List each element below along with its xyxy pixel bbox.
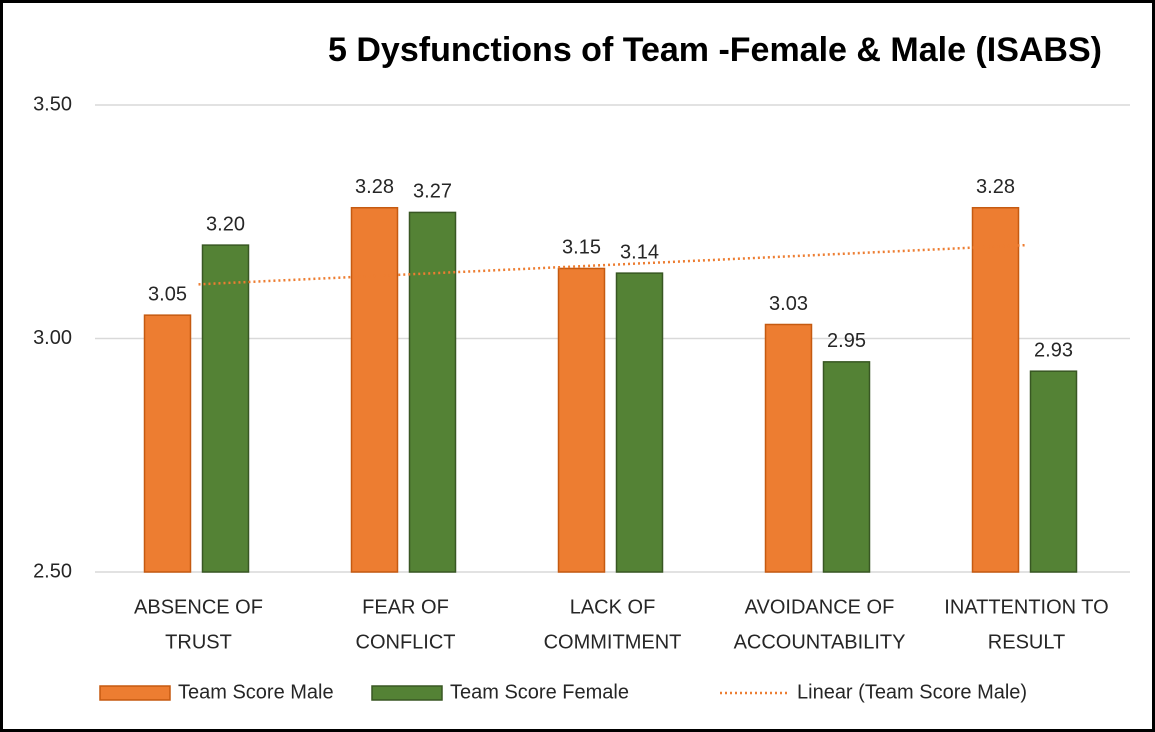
legend-label: Team Score Male (178, 681, 334, 703)
x-tick-label: TRUST (165, 631, 232, 653)
bar (971, 206, 1020, 573)
bar (1029, 370, 1078, 573)
legend-swatch (99, 685, 171, 701)
data-label: 3.15 (562, 237, 601, 259)
x-tick-label: AVOIDANCE OF (745, 596, 895, 618)
bar (408, 211, 457, 573)
x-tick-label: LACK OF (570, 596, 656, 618)
bar (557, 267, 606, 573)
x-tick-label: ABSENCE OF (134, 596, 263, 618)
y-tick-label: 3.50 (33, 93, 72, 115)
y-tick-label: 3.00 (33, 327, 72, 349)
bar (764, 323, 813, 573)
bar (201, 244, 250, 573)
x-tick-label: FEAR OF (362, 596, 449, 618)
y-tick-label: 2.50 (33, 560, 72, 582)
bar (350, 206, 399, 573)
bar (615, 272, 664, 573)
data-label: 3.05 (148, 283, 187, 305)
x-tick-label: ACCOUNTABILITY (734, 631, 906, 653)
data-label: 3.28 (976, 176, 1015, 198)
data-label: 3.14 (620, 241, 659, 263)
data-label: 2.95 (827, 330, 866, 352)
x-tick-label: CONFLICT (356, 631, 456, 653)
legend-swatch (371, 685, 443, 701)
data-label: 3.27 (413, 181, 452, 203)
legend-label: Team Score Female (450, 681, 629, 703)
x-tick-label: RESULT (988, 631, 1065, 653)
data-label: 2.93 (1034, 339, 1073, 361)
data-label: 3.20 (206, 213, 245, 235)
legend-label: Linear (Team Score Male) (797, 681, 1027, 703)
data-label: 3.03 (769, 293, 808, 315)
bar (143, 314, 192, 573)
trendline (198, 243, 1027, 286)
chart-title: 5 Dysfunctions of Team -Female & Male (I… (328, 31, 1102, 69)
x-tick-label: INATTENTION TO (944, 596, 1108, 618)
x-tick-label: COMMITMENT (544, 631, 682, 653)
data-label: 3.28 (355, 176, 394, 198)
bar (822, 361, 871, 573)
